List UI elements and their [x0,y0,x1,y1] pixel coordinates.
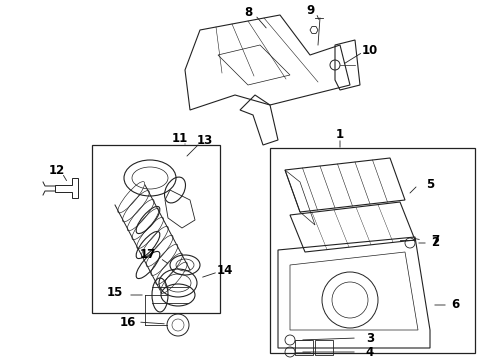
Text: 17: 17 [140,248,156,261]
Bar [92,145,220,313]
Text: 11: 11 [172,131,188,144]
Text: 1: 1 [336,129,344,141]
Text: 6: 6 [451,298,459,311]
Text: 13: 13 [197,134,213,147]
Text: 15: 15 [107,285,123,298]
Text: 12: 12 [49,163,65,176]
Text: 8: 8 [244,5,252,18]
Text: 2: 2 [431,237,439,249]
Text: 16: 16 [120,315,136,328]
Text: 9: 9 [306,4,314,17]
Bar [270,148,475,353]
Text: 7: 7 [431,234,439,247]
Text: 10: 10 [362,44,378,57]
Text: 14: 14 [217,264,233,276]
Text: 3: 3 [366,332,374,345]
Text: 5: 5 [426,179,434,192]
Text: 4: 4 [366,346,374,359]
